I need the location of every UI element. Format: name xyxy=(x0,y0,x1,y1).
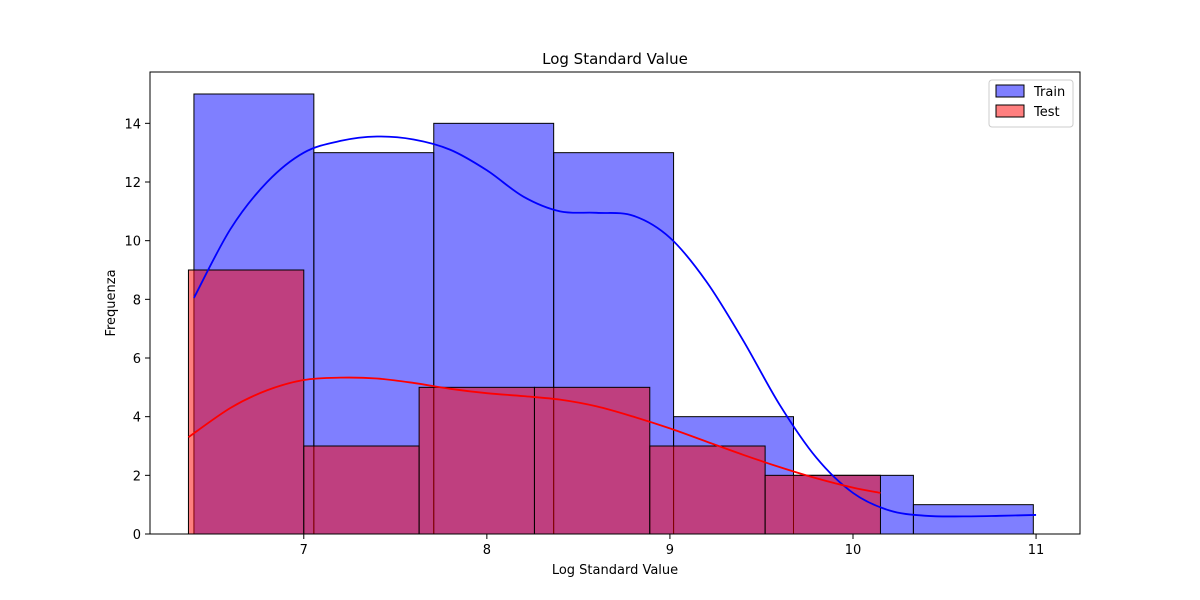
chart-title: Log Standard Value xyxy=(542,50,688,68)
test-bars xyxy=(187,269,881,535)
plot-frame xyxy=(149,71,1081,535)
y-tick-label: 12 xyxy=(124,176,141,191)
x-tick-label: 11 xyxy=(1028,543,1045,558)
y-tick-label: 8 xyxy=(133,293,141,308)
y-tick-label: 10 xyxy=(124,235,141,250)
test-kde-line xyxy=(187,376,881,494)
legend-label-test: Test xyxy=(1033,105,1060,120)
legend-swatch-test xyxy=(995,104,1025,118)
x-tick-label: 10 xyxy=(845,543,862,558)
legend: Train Test xyxy=(988,79,1074,128)
legend-swatch-train xyxy=(995,84,1025,98)
train-bar-6 xyxy=(912,504,1034,535)
y-tick-label: 6 xyxy=(133,352,141,367)
test-bar-4 xyxy=(649,445,766,535)
x-tick-label: 9 xyxy=(666,543,674,558)
train-kde-line xyxy=(193,135,1037,518)
test-bar-1 xyxy=(303,445,420,535)
y-tick-label: 4 xyxy=(133,411,141,426)
test-bar-5 xyxy=(764,474,881,535)
kde-lines xyxy=(187,135,1037,518)
y-axis-label: Frequenza xyxy=(104,269,119,336)
x-tick-label: 8 xyxy=(483,543,491,558)
y-axis-ticks: 0 2 4 6 8 10 12 14 xyxy=(124,117,150,543)
y-tick-label: 0 xyxy=(133,528,141,543)
x-axis-label: Log Standard Value xyxy=(552,563,678,578)
x-tick-label: 7 xyxy=(300,543,308,558)
test-bar-0 xyxy=(187,269,305,535)
test-bar-3 xyxy=(533,386,651,535)
x-axis-ticks: 7 8 9 10 11 xyxy=(300,534,1045,558)
y-tick-label: 2 xyxy=(133,469,141,484)
legend-label-train: Train xyxy=(1033,85,1065,100)
test-bar-2 xyxy=(418,386,535,535)
y-tick-label: 14 xyxy=(124,117,141,132)
